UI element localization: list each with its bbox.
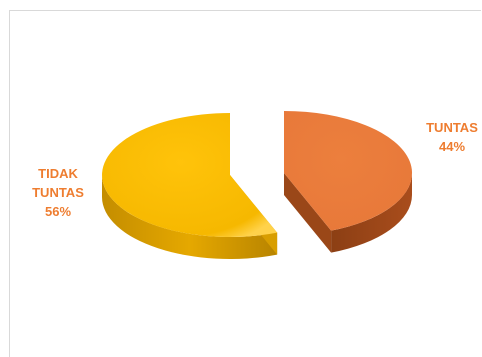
label-tidak-tuntas-line: TIDAK (38, 166, 78, 181)
slice-tidak-tuntas (102, 113, 278, 260)
slice-tidak-tuntas-side (102, 175, 278, 260)
label-tidak-tuntas-line: TUNTAS (32, 185, 84, 200)
label-tuntas-line: TUNTAS (426, 120, 478, 135)
slice-tuntas (284, 111, 413, 253)
label-tuntas: TUNTAS 44% (426, 120, 478, 154)
slice-tidak-tuntas-top (102, 113, 278, 237)
label-tuntas-line: 44% (439, 139, 465, 154)
slice-tuntas-side (331, 173, 412, 253)
label-tidak-tuntas: TIDAK TUNTAS 56% (32, 166, 84, 219)
slice-tuntas-cut-face (284, 173, 332, 253)
label-tidak-tuntas-line: 56% (45, 204, 71, 219)
slice-tuntas-top (284, 111, 413, 231)
